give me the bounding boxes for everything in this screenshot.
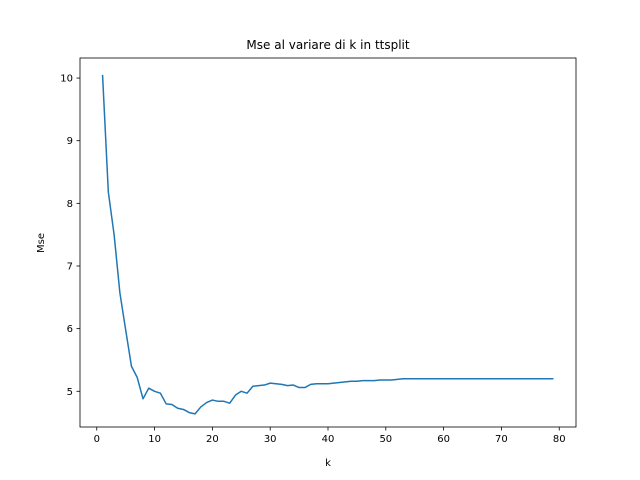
chart-title: Mse al variare di k in ttsplit (246, 38, 409, 52)
series-line-0 (101, 74, 554, 415)
x-tick-label: 80 (553, 434, 566, 445)
y-axis-label: Mse (36, 233, 47, 253)
y-tick-label: 5 (67, 387, 73, 398)
y-tick-label: 10 (60, 74, 73, 85)
x-tick-label: 40 (322, 434, 335, 445)
plot-frame (79, 57, 577, 428)
x-tick-label: 10 (148, 434, 161, 445)
x-tick-label: 30 (264, 434, 277, 445)
y-tick-label: 9 (67, 136, 73, 147)
y-tick-label: 6 (67, 324, 73, 335)
x-tick-label: 70 (495, 434, 508, 445)
x-tick-label: 50 (379, 434, 392, 445)
x-tick-label: 20 (206, 434, 219, 445)
y-tick-label: 7 (67, 261, 73, 272)
x-tick-label: 0 (94, 434, 100, 445)
y-tick-label: 8 (67, 199, 73, 210)
x-tick-label: 60 (437, 434, 450, 445)
x-axis-label: k (325, 458, 331, 469)
plot-area: 0 10 20 30 40 50 60 70 80 5 6 7 8 9 10 (60, 57, 577, 445)
